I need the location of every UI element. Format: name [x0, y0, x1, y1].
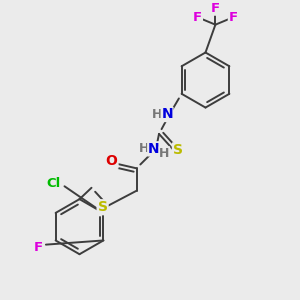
- Text: S: S: [173, 143, 183, 158]
- Text: S: S: [98, 200, 108, 214]
- Text: Cl: Cl: [46, 177, 60, 190]
- Text: H: H: [159, 147, 170, 160]
- Text: F: F: [34, 241, 43, 254]
- Text: N: N: [161, 107, 173, 122]
- Text: F: F: [229, 11, 238, 24]
- Text: N: N: [148, 142, 159, 156]
- Text: O: O: [106, 154, 118, 168]
- Text: H: H: [139, 142, 149, 155]
- Text: F: F: [211, 2, 220, 15]
- Text: H: H: [152, 108, 163, 121]
- Text: F: F: [193, 11, 202, 24]
